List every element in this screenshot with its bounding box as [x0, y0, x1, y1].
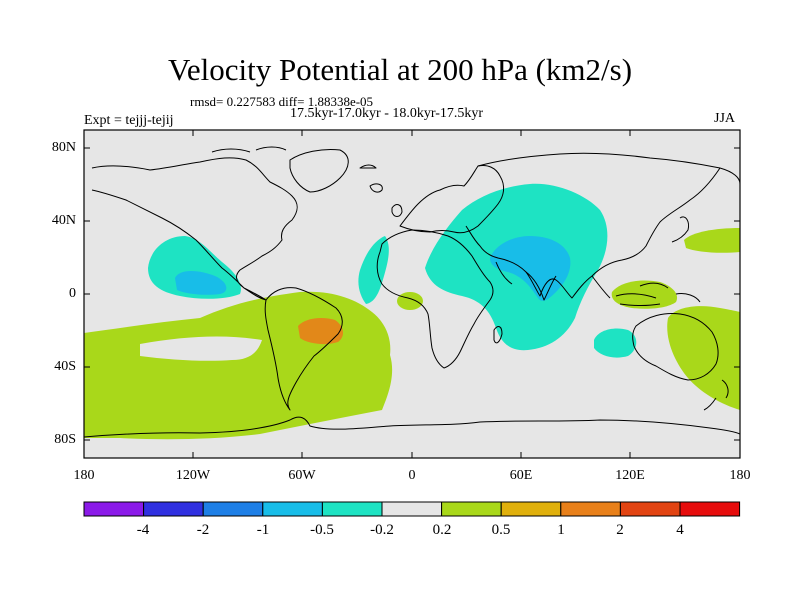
contour-west-pacific-positive	[684, 228, 740, 253]
lon-label-120w: 120W	[175, 468, 211, 483]
coast-greenland	[289, 149, 349, 193]
colorbar	[83, 501, 741, 517]
contour-south-indian-negative	[594, 328, 637, 358]
colorbar-label: -1	[256, 522, 270, 538]
coast-indonesia	[591, 275, 701, 306]
coast-south-america	[264, 287, 343, 411]
coast-new-zealand	[703, 379, 729, 411]
lat-ticks	[84, 147, 740, 441]
coast-arctic-islands	[211, 146, 377, 169]
lon-label-180e: 180	[729, 468, 751, 483]
season-label: JJA	[714, 111, 736, 126]
lat-label-80s: 80S	[54, 432, 76, 447]
contour-guinea-positive	[397, 292, 423, 310]
lon-label-60e: 60E	[509, 468, 533, 483]
colorbar-label: -4	[136, 522, 150, 538]
colorbar-label: 0.2	[432, 522, 452, 538]
contour-atlantic-negative	[358, 236, 389, 304]
colorbar-label: 0.5	[491, 522, 511, 538]
colorbar-label: -2	[196, 522, 210, 538]
colorbar-label: 4	[676, 522, 684, 538]
coast-japan	[671, 216, 689, 243]
colorbar-label: -0.2	[370, 522, 394, 538]
coast-british-isles	[369, 183, 403, 217]
plot-subtitle: 17.5kyr-17.0kyr - 18.0kyr-17.5kyr	[290, 106, 484, 121]
experiment-label: Expt = tejjj-tejij	[84, 113, 174, 128]
colorbar-swatch	[321, 501, 383, 517]
rmsd-stats: rmsd= 0.227583 diff= 1.88338e-05	[190, 94, 374, 109]
lat-label-40s: 40S	[54, 359, 76, 374]
colorbar-swatch	[441, 501, 502, 517]
colorbar-swatch	[262, 501, 323, 517]
colorbar-swatch	[679, 501, 741, 517]
colorbar-swatch	[381, 501, 443, 517]
contour-north-pacific-negative-core	[175, 271, 227, 295]
plot-title: Velocity Potential at 200 hPa (km2/s)	[167, 52, 633, 87]
colorbar-swatch	[143, 501, 204, 517]
lon-label-120e: 120E	[615, 468, 645, 483]
contour-gap-eastern-pacific	[140, 336, 262, 361]
coast-madagascar	[493, 326, 503, 344]
coast-asia	[465, 152, 740, 299]
coast-africa	[376, 229, 494, 369]
coast-north-america	[91, 157, 298, 301]
lon-label-60w: 60W	[288, 468, 316, 483]
lon-label-180w: 180	[73, 468, 95, 483]
contour-asia-negative-core	[490, 236, 571, 301]
lat-label-0: 0	[69, 286, 76, 301]
colorbar-swatch	[619, 501, 681, 517]
contour-australia-positive	[667, 306, 740, 410]
contour-brazil-positive-high	[298, 318, 344, 345]
colorbar-label: 1	[557, 522, 565, 538]
coast-antarctica	[84, 416, 740, 438]
coastlines	[84, 146, 740, 438]
colorbar-swatch	[560, 501, 621, 517]
colorbar-label: -0.5	[310, 522, 334, 538]
coast-india	[495, 261, 557, 301]
colorbar-swatch	[500, 501, 562, 517]
lon-ticks	[83, 130, 741, 458]
coast-europe	[399, 165, 505, 234]
colorbar-label: 2	[616, 522, 624, 538]
colorbar-swatch	[83, 501, 145, 517]
coast-australia	[632, 313, 719, 381]
lat-label-80n: 80N	[51, 140, 76, 155]
colorbar-swatch	[202, 501, 264, 517]
lat-label-40n: 40N	[51, 213, 76, 228]
lon-label-0: 0	[408, 468, 416, 483]
